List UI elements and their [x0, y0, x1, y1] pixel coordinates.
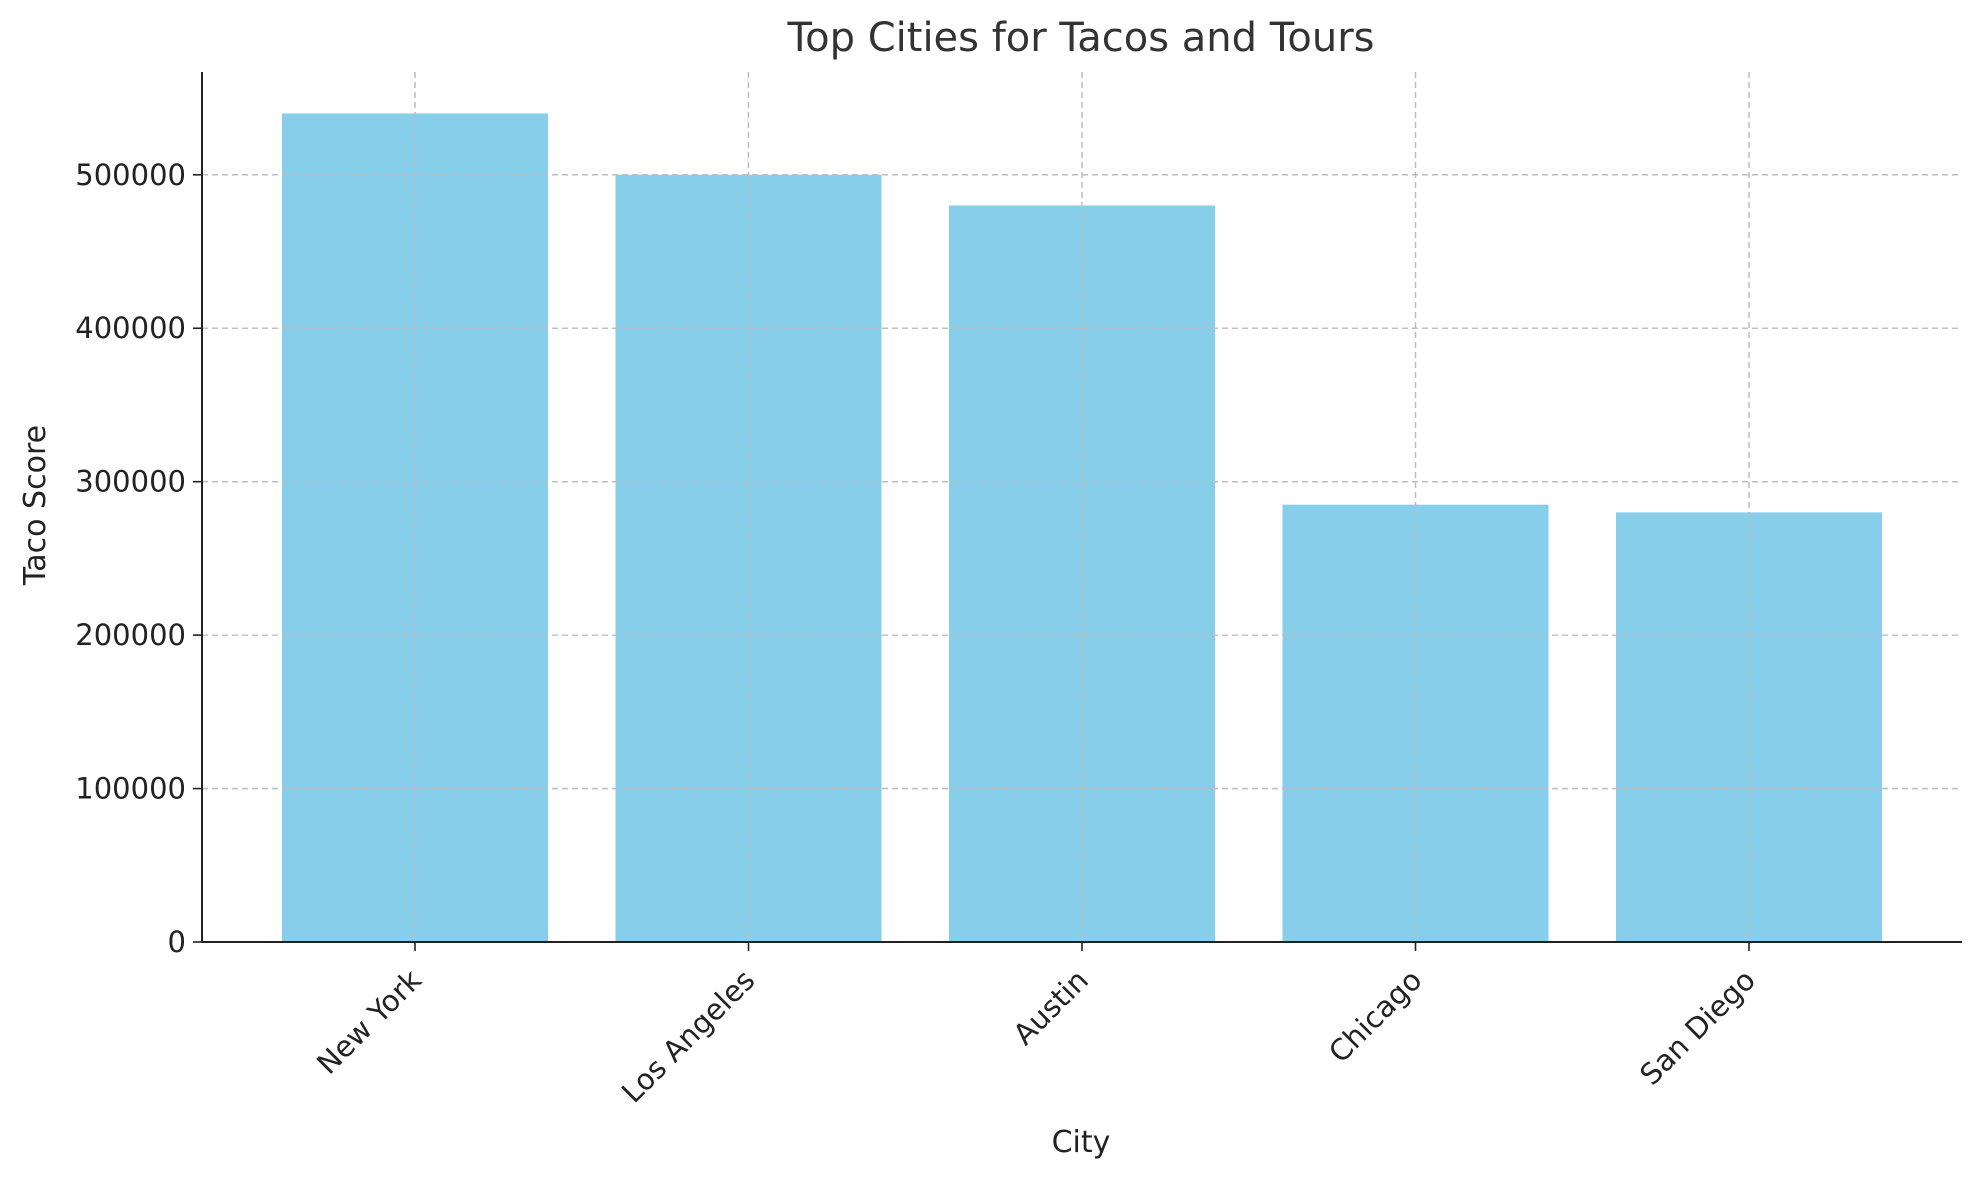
y-tick-label: 0 — [168, 925, 186, 959]
y-tick-labels: 0 100000 200000 300000 400000 500000 — [75, 158, 186, 959]
axes — [193, 72, 1962, 951]
x-tick-labels: New York Los Angeles Austin Chicago San Dieg… — [310, 963, 1762, 1110]
y-tick-label: 300000 — [75, 465, 186, 499]
x-tick-label: New York — [310, 963, 428, 1081]
x-axis-label: City — [1052, 1125, 1111, 1160]
x-tick-label: Los Angeles — [615, 963, 762, 1110]
y-axis-label: Taco Score — [18, 425, 53, 586]
y-tick-label: 100000 — [75, 772, 186, 806]
y-tick-label: 500000 — [75, 158, 186, 192]
y-tick-label: 200000 — [75, 618, 186, 652]
x-tick-label: Austin — [1006, 963, 1094, 1051]
y-tick-label: 400000 — [75, 311, 186, 345]
x-tick-label: Chicago — [1322, 963, 1428, 1069]
chart-title: Top Cities for Tacos and Tours — [787, 15, 1375, 61]
x-tick-label: San Diego — [1633, 963, 1762, 1092]
